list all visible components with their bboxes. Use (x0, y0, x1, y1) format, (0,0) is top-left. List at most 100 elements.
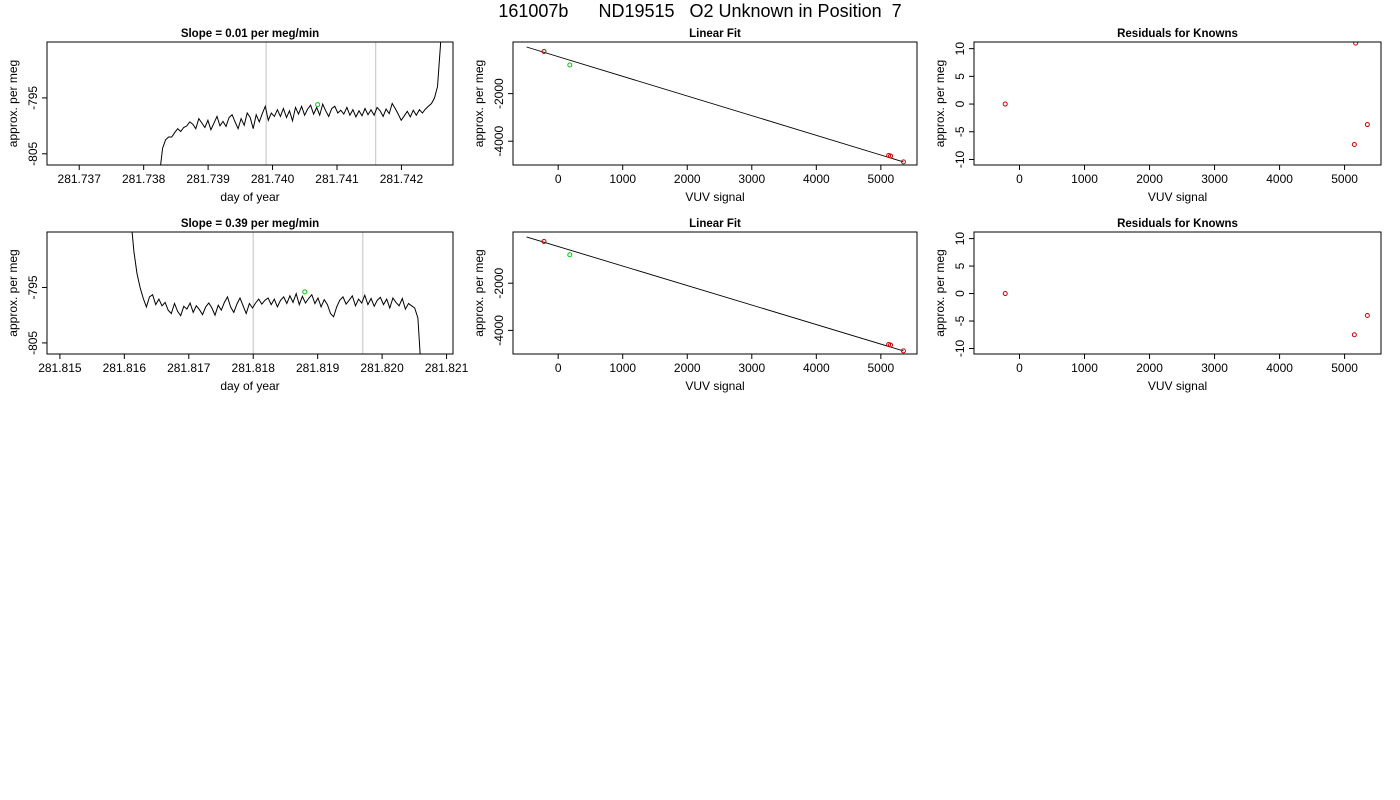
panel-title: Residuals for Knowns (1117, 218, 1238, 230)
panel-title: Residuals for Knowns (1117, 28, 1238, 40)
x-tick-label: 1000 (609, 361, 636, 375)
fit-line (526, 236, 904, 352)
panel-r2-c3: Residuals for Knowns 0 1000 2000 3000 4000 500… (933, 218, 1382, 393)
x-tick-label: 1000 (1071, 361, 1098, 375)
data-point (1002, 101, 1008, 107)
data-point (900, 159, 906, 165)
x-tick-label: 5000 (868, 361, 895, 375)
y-axis-label: approx. per meg (472, 60, 486, 147)
x-tick-label: 281.821 (425, 361, 469, 375)
y-tick-label: -805 (26, 331, 40, 355)
data-point (541, 49, 547, 55)
x-tick-label: 281.738 (122, 172, 166, 186)
panel-title: Linear Fit (689, 218, 741, 230)
x-tick-label: 4000 (803, 361, 830, 375)
fit-line (526, 46, 904, 163)
y-tick-label: -805 (26, 141, 40, 165)
panel-title: Linear Fit (689, 28, 741, 40)
y-tick-label: -4000 (492, 126, 506, 157)
x-tick-label: 0 (1016, 172, 1023, 186)
x-axis-label: day of year (220, 379, 279, 393)
y-tick-label: -2000 (492, 268, 506, 299)
data-point (567, 62, 573, 68)
x-axis-label: day of year (220, 190, 279, 204)
panel-r1-c1: Slope = 0.01 per meg/min 281.737 281.738 28… (6, 28, 454, 204)
panel-r1-c2: Linear Fit 0 1000 2000 3000 4000 5000 VUV signa… (472, 28, 918, 204)
y-tick-label: -795 (26, 275, 40, 299)
plot-frame (973, 41, 1382, 166)
x-tick-label: 2000 (674, 172, 701, 186)
x-tick-label: 0 (555, 361, 562, 375)
y-tick-label: -795 (26, 86, 40, 110)
x-tick-label: 281.740 (251, 172, 295, 186)
x-axis-label: VUV signal (685, 379, 744, 393)
y-tick-label: -5 (953, 315, 967, 326)
panel-r1-c3: Residuals for Knowns 0 1000 2000 3000 4000 500… (933, 28, 1382, 204)
data-point (900, 348, 906, 354)
plot-frame (512, 231, 918, 355)
x-tick-label: 3000 (738, 361, 765, 375)
data-point (1353, 42, 1359, 46)
x-tick-label: 4000 (1266, 172, 1293, 186)
y-tick-label: 5 (953, 262, 967, 269)
x-tick-label: 281.741 (315, 172, 359, 186)
data-point (1002, 291, 1008, 297)
data-point (541, 238, 547, 244)
x-tick-label: 0 (555, 172, 562, 186)
data-point (567, 252, 573, 258)
x-tick-label: 281.742 (380, 172, 424, 186)
y-axis-label: approx. per meg (472, 249, 486, 336)
x-tick-label: 5000 (868, 172, 895, 186)
panel-r2-c1: Slope = 0.39 per meg/min 281.815 281.816 28… (6, 218, 469, 393)
x-tick-label: 281.819 (296, 361, 340, 375)
y-axis-label: approx. per meg (933, 249, 947, 336)
plot-area (160, 42, 442, 165)
y-axis-label: approx. per meg (6, 249, 20, 336)
x-tick-label: 1000 (1071, 172, 1098, 186)
x-axis-label: VUV signal (1148, 190, 1207, 204)
y-tick-label: 5 (953, 73, 967, 80)
x-tick-label: 2000 (1136, 172, 1163, 186)
data-point (302, 289, 308, 295)
trace-line (160, 42, 442, 165)
data-point (1351, 332, 1357, 338)
x-tick-label: 281.815 (38, 361, 82, 375)
plot-area (1002, 291, 1370, 338)
x-axis-label: VUV signal (685, 190, 744, 204)
x-tick-label: 1000 (609, 172, 636, 186)
y-tick-label: -2000 (492, 78, 506, 109)
x-tick-label: 5000 (1331, 361, 1358, 375)
panel-r2-c2: Linear Fit 0 1000 2000 3000 4000 5000 VUV signa… (472, 218, 918, 393)
data-point (1351, 142, 1357, 147)
plot-area (526, 46, 906, 165)
plot-area (1002, 42, 1370, 147)
data-point (315, 102, 321, 108)
x-tick-label: 4000 (1266, 361, 1293, 375)
x-tick-label: 281.820 (360, 361, 404, 375)
y-axis-label: approx. per meg (6, 60, 20, 147)
x-tick-label: 4000 (803, 172, 830, 186)
data-point (1364, 313, 1370, 319)
y-tick-label: 0 (953, 290, 967, 297)
x-tick-label: 281.818 (232, 361, 276, 375)
x-tick-label: 3000 (1201, 361, 1228, 375)
x-axis-label: VUV signal (1148, 379, 1207, 393)
y-tick-label: 10 (953, 232, 967, 246)
plot-frame (512, 41, 918, 166)
x-tick-label: 0 (1016, 361, 1023, 375)
trace-line (131, 232, 421, 354)
x-tick-label: 281.739 (186, 172, 230, 186)
data-point (888, 342, 894, 348)
x-tick-label: 5000 (1331, 172, 1358, 186)
plot-area (526, 236, 906, 354)
x-tick-label: 2000 (674, 361, 701, 375)
panel-title: Slope = 0.01 per meg/min (181, 28, 319, 40)
x-tick-label: 3000 (738, 172, 765, 186)
y-tick-label: -10 (953, 340, 967, 358)
panel-title: Slope = 0.39 per meg/min (181, 218, 319, 230)
plot-frame (46, 41, 454, 166)
x-tick-label: 3000 (1201, 172, 1228, 186)
plot-area (131, 232, 421, 354)
x-tick-label: 2000 (1136, 361, 1163, 375)
